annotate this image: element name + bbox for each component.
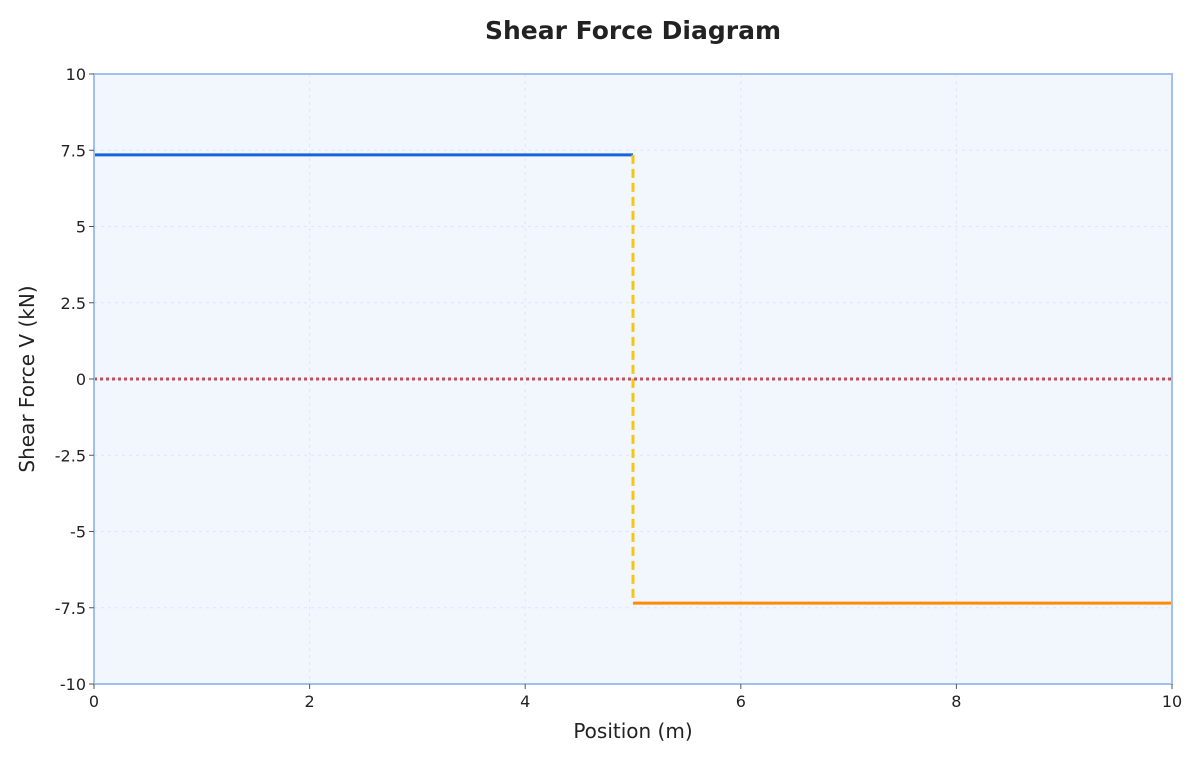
y-tick-label-7: 7.5: [61, 141, 86, 160]
y-tick-label-4: 0: [76, 370, 86, 389]
x-tick-label-1: 2: [305, 692, 315, 711]
y-axis-ticks: -10 -7.5 -5 -2.5 0 2.5 5 7.5 10: [55, 65, 94, 694]
chart-title: Shear Force Diagram: [485, 16, 781, 45]
y-tick-label-2: -5: [70, 523, 86, 542]
y-tick-label-8: 10: [66, 65, 86, 84]
series-layer: [94, 153, 1172, 605]
x-tick-label-0: 0: [89, 692, 99, 711]
y-tick-label-0: -10: [60, 675, 86, 694]
x-tick-label-3: 6: [736, 692, 746, 711]
x-tick-label-4: 8: [951, 692, 961, 711]
x-axis-label: Position (m): [573, 719, 692, 743]
x-axis-ticks: 0 2 4 6 8 10: [89, 684, 1182, 711]
y-tick-label-3: -2.5: [55, 446, 86, 465]
y-tick-label-1: -7.5: [55, 599, 86, 618]
y-tick-label-6: 5: [76, 218, 86, 237]
y-axis-label: Shear Force V (kN): [15, 285, 39, 472]
y-tick-label-5: 2.5: [61, 294, 86, 313]
x-tick-label-2: 4: [520, 692, 530, 711]
x-tick-label-5: 10: [1162, 692, 1182, 711]
